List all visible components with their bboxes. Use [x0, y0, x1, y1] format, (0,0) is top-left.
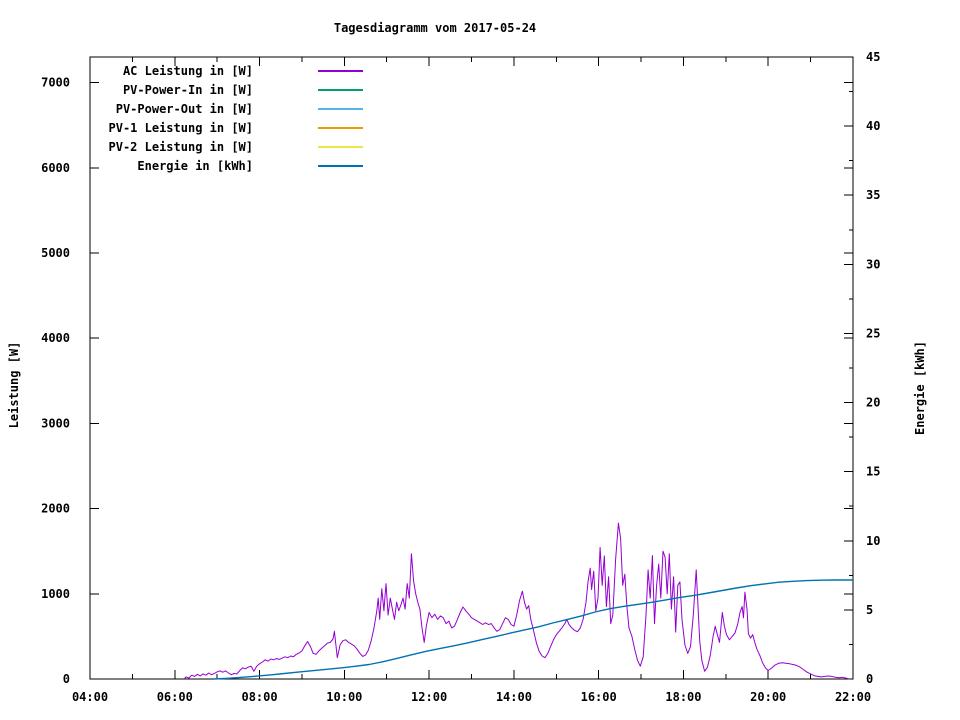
legend-item-label: PV-1 Leistung in [W]	[108, 120, 254, 135]
y-right-tick-label: 15	[866, 465, 880, 479]
y-left-tick-label: 1000	[41, 587, 70, 601]
x-tick-label: 04:00	[72, 690, 108, 704]
legend: AC Leistung in [W] PV-Power-In in [W] PV-P…	[88, 61, 363, 175]
legend-item-label: AC Leistung in [W]	[122, 63, 253, 78]
legend-color-line	[318, 69, 363, 72]
y-right-tick-label: 30	[866, 257, 880, 271]
x-tick-label: 12:00	[411, 690, 447, 704]
y-right-tick-label: 5	[866, 603, 873, 617]
x-tick-label: 20:00	[750, 690, 786, 704]
y-left-tick-label: 4000	[41, 331, 70, 345]
y-right-tick-label: 10	[866, 534, 880, 548]
y-axis-label-right: Energie [kWh]	[913, 341, 927, 435]
x-tick-label: 18:00	[665, 690, 701, 704]
x-tick-label: 14:00	[496, 690, 532, 704]
legend-item-label: Energie in [kWh]	[137, 158, 253, 173]
y-right-tick-label: 20	[866, 396, 880, 410]
legend-item-label: PV-Power-In in [W]	[122, 82, 253, 97]
legend-color-line	[318, 88, 363, 91]
y-axis-label-left: Leistung [W]	[7, 341, 21, 429]
y-right-tick-label: 40	[866, 119, 880, 133]
y-left-tick-label: 7000	[41, 76, 70, 90]
y-right-tick-label: 25	[866, 326, 880, 340]
y-left-tick-label: 0	[63, 672, 70, 686]
x-tick-label: 08:00	[241, 690, 277, 704]
y-right-tick-label: 0	[866, 672, 873, 686]
legend-color-line	[318, 145, 363, 148]
x-tick-label: 22:00	[835, 690, 871, 704]
y-right-tick-label: 45	[866, 50, 880, 64]
legend-row: AC Leistung in [W]	[88, 61, 363, 80]
legend-color-line	[318, 164, 363, 167]
y-left-tick-label: 6000	[41, 161, 70, 175]
legend-row: PV-Power-Out in [W]	[88, 99, 363, 118]
series-energie-in-kwh	[213, 579, 853, 680]
y-left-tick-label: 3000	[41, 416, 70, 430]
y-left-tick-label: 5000	[41, 246, 70, 260]
x-tick-label: 10:00	[326, 690, 362, 704]
legend-row: PV-1 Leistung in [W]	[88, 118, 363, 137]
y-right-tick-label: 35	[866, 188, 880, 202]
legend-item-label: PV-Power-Out in [W]	[115, 101, 253, 116]
x-tick-label: 16:00	[581, 690, 617, 704]
legend-row: Energie in [kWh]	[88, 156, 363, 175]
legend-item-label: PV-2 Leistung in [W]	[108, 139, 254, 154]
y-left-tick-label: 2000	[41, 502, 70, 516]
legend-row: PV-Power-In in [W]	[88, 80, 363, 99]
chart-title: Tagesdiagramm vom 2017-05-24	[333, 21, 537, 35]
x-tick-label: 06:00	[157, 690, 193, 704]
series-ac-leistung-in-w	[183, 522, 850, 680]
legend-color-line	[318, 126, 363, 129]
legend-row: PV-2 Leistung in [W]	[88, 137, 363, 156]
legend-color-line	[318, 107, 363, 110]
